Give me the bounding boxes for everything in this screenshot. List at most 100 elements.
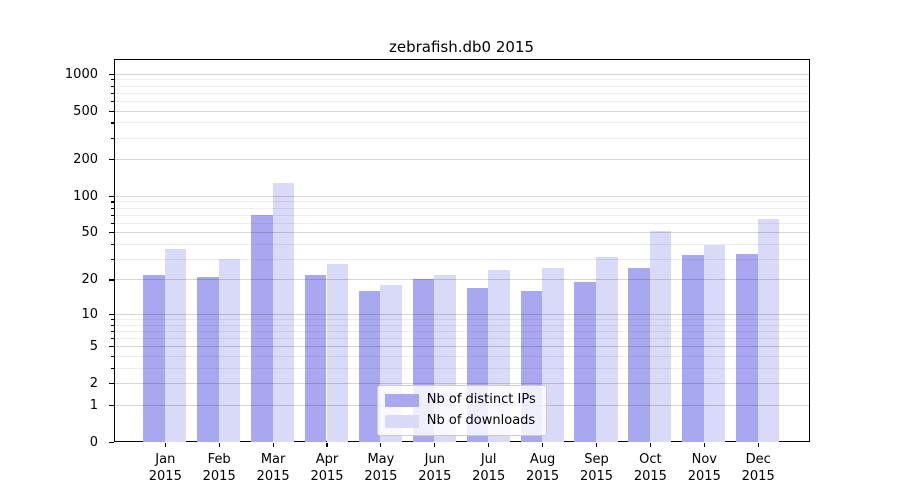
- x-tick-mark: [218, 442, 220, 447]
- y-tick-mark: [109, 159, 114, 161]
- gridline-major: [113, 232, 810, 234]
- y-tick-label: 2: [89, 376, 98, 391]
- legend-label-distinct-ips: Nb of distinct IPs: [426, 392, 536, 407]
- y-minor-tick-mark: [111, 330, 114, 332]
- legend-item-distinct-ips: Nb of distinct IPs: [384, 392, 536, 407]
- y-tick-mark: [109, 232, 114, 234]
- y-minor-tick-mark: [111, 79, 114, 81]
- x-tick-mark: [272, 442, 274, 447]
- x-tick-year: 2015: [472, 469, 506, 484]
- x-tick-mark: [434, 442, 436, 447]
- x-tick-label-aug: Aug 2015: [513, 451, 573, 485]
- x-tick-label-may: May 2015: [351, 451, 411, 485]
- bar-nb-of-distinct-ips-mar: [251, 214, 273, 442]
- x-tick-label-nov: Nov 2015: [674, 451, 734, 485]
- legend-swatch-distinct-ips: [384, 393, 419, 407]
- x-tick-mark: [649, 442, 651, 447]
- legend-item-downloads: Nb of downloads: [384, 413, 536, 428]
- y-minor-tick-mark: [111, 318, 114, 321]
- y-minor-tick-mark: [111, 207, 114, 209]
- y-tick-mark: [109, 313, 114, 316]
- y-tick-label: 500: [73, 103, 98, 119]
- y-minor-tick-mark: [111, 243, 114, 245]
- y-tick-label: 20: [81, 272, 98, 288]
- bar-nb-of-downloads-nov: [703, 245, 726, 442]
- y-minor-tick-mark: [111, 222, 114, 224]
- x-tick-year: 2015: [364, 469, 398, 484]
- gridline-major: [113, 110, 810, 112]
- gridline-minor: [113, 201, 810, 203]
- x-tick-mark: [542, 442, 544, 447]
- gridline-major: [113, 73, 810, 75]
- gridline-minor: [113, 337, 810, 339]
- y-tick-label: 5: [89, 339, 98, 355]
- gridline-minor: [113, 330, 810, 332]
- y-minor-tick-mark: [111, 137, 114, 139]
- x-tick-label-jun: Jun 2015: [405, 451, 465, 485]
- bar-nb-of-downloads-oct: [649, 231, 672, 442]
- y-tick-label: 1: [89, 397, 98, 413]
- gridline-minor: [113, 258, 810, 260]
- gridline-major: [113, 159, 810, 161]
- x-tick-mark: [326, 442, 328, 447]
- y-tick-label: 100: [73, 188, 98, 204]
- bar-nb-of-downloads-aug: [542, 268, 564, 442]
- gridline-minor: [113, 318, 810, 320]
- bar-nb-of-downloads-mar: [272, 183, 295, 442]
- y-minor-tick-mark: [111, 367, 114, 369]
- gridline-major: [113, 195, 810, 197]
- y-minor-tick-mark: [111, 324, 114, 326]
- gridline-minor: [113, 79, 810, 81]
- plot-area: Nb of distinct IPs Nb of downloads: [113, 59, 810, 442]
- x-tick-year: 2015: [526, 469, 560, 484]
- grid-layer: [113, 59, 810, 442]
- gridline-major: [113, 383, 810, 384]
- gridline-minor: [113, 367, 810, 369]
- x-tick-label-mar: Mar 2015: [243, 451, 303, 485]
- x-tick-label-dec: Dec 2015: [728, 451, 788, 485]
- gridline-minor: [113, 100, 810, 102]
- x-tick-mark: [380, 442, 382, 447]
- bar-nb-of-distinct-ips-feb: [197, 276, 219, 442]
- x-tick-year: 2015: [148, 469, 182, 484]
- y-tick-label: 200: [73, 152, 98, 168]
- y-tick-label: 10: [81, 306, 98, 322]
- gridline-minor: [113, 214, 810, 216]
- y-minor-tick-mark: [111, 92, 114, 94]
- gridline-major: [113, 279, 810, 281]
- y-minor-tick-mark: [111, 201, 114, 203]
- y-minor-tick-mark: [111, 100, 114, 103]
- legend-swatch-downloads: [384, 414, 419, 428]
- x-tick-label-oct: Oct 2015: [620, 451, 680, 485]
- x-tick-year: 2015: [202, 469, 236, 484]
- x-tick-mark: [488, 442, 490, 447]
- y-minor-tick-mark: [111, 122, 114, 124]
- y-minor-tick-mark: [111, 355, 114, 357]
- gridline-major: [113, 313, 810, 315]
- y-minor-tick-mark: [111, 337, 114, 340]
- y-tick-mark: [109, 195, 114, 197]
- bar-nb-of-downloads-sep: [596, 256, 618, 442]
- y-tick-mark: [109, 110, 114, 112]
- gridline-minor: [113, 92, 810, 94]
- x-tick-year: 2015: [579, 469, 614, 484]
- y-tick-mark: [109, 383, 114, 385]
- y-tick-label: 0: [89, 434, 98, 450]
- gridline-minor: [113, 243, 810, 245]
- y-tick-mark: [109, 441, 114, 443]
- y-minor-tick-mark: [111, 258, 114, 260]
- legend-label-downloads: Nb of downloads: [426, 413, 536, 428]
- y-tick-mark: [109, 279, 114, 281]
- bar-nb-of-downloads-dec: [757, 219, 780, 442]
- x-tick-year: 2015: [687, 469, 721, 484]
- x-tick-label-sep: Sep 2015: [567, 451, 627, 485]
- gridline-minor: [113, 122, 810, 124]
- y-minor-tick-mark: [111, 85, 114, 87]
- bar-nb-of-distinct-ips-dec: [736, 253, 758, 442]
- bar-nb-of-distinct-ips-apr: [304, 274, 327, 442]
- y-tick-mark: [109, 346, 114, 348]
- x-tick-label-apr: Apr 2015: [297, 451, 357, 485]
- y-minor-tick-mark: [111, 214, 114, 216]
- bar-nb-of-distinct-ips-oct: [628, 268, 650, 442]
